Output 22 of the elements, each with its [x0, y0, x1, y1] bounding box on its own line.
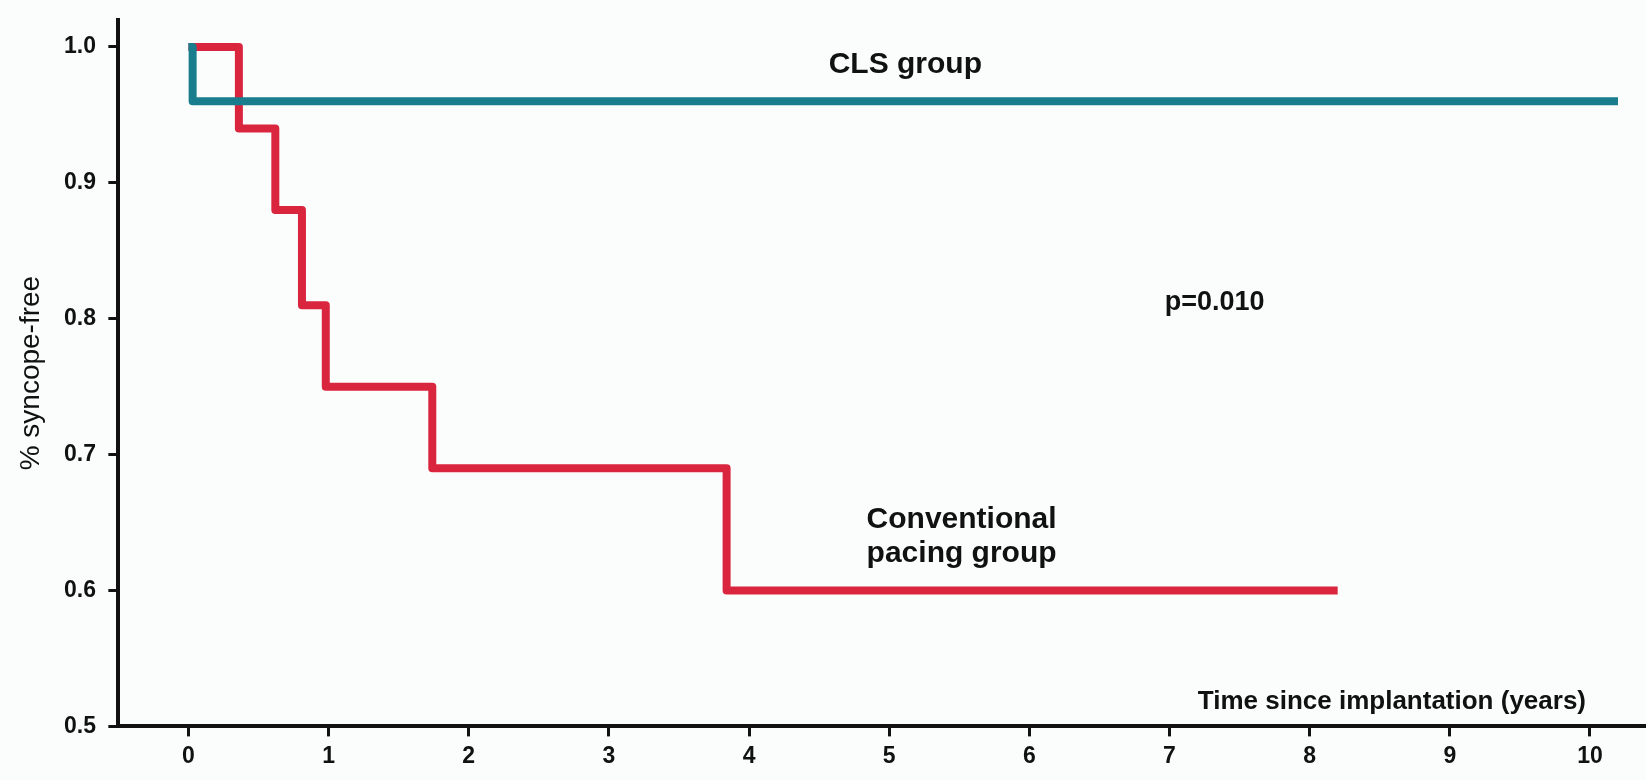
y-tick-label: 0.8 — [57, 304, 103, 331]
y-tick-label: 1.0 — [57, 32, 103, 59]
x-tick-label: 9 — [1437, 741, 1463, 768]
x-tick-label: 2 — [455, 741, 482, 768]
x-axis-title: Time since implantation (years) — [1197, 684, 1586, 715]
x-tick-label: 8 — [1296, 741, 1323, 768]
y-tick-label: 0.7 — [57, 439, 103, 466]
series-label: Conventional pacing group — [866, 500, 1057, 568]
y-tick-label: 0.6 — [57, 575, 103, 602]
x-tick-label: 5 — [876, 741, 902, 768]
x-tick-label: 0 — [175, 741, 202, 768]
x-tick-label: 10 — [1570, 741, 1610, 768]
y-axis-title: % syncope-free — [13, 275, 45, 471]
x-tick-label: 6 — [1016, 741, 1043, 768]
x-tick-label: 4 — [736, 741, 762, 768]
y-tick-label: 0.5 — [57, 711, 103, 738]
x-tick-label: 1 — [315, 741, 342, 768]
annotation: p=0.010 — [1164, 285, 1265, 316]
x-tick-label: 7 — [1156, 741, 1183, 768]
series-label: CLS group — [828, 45, 982, 79]
y-tick-label: 0.9 — [57, 168, 103, 195]
x-tick-label: 3 — [596, 741, 622, 768]
